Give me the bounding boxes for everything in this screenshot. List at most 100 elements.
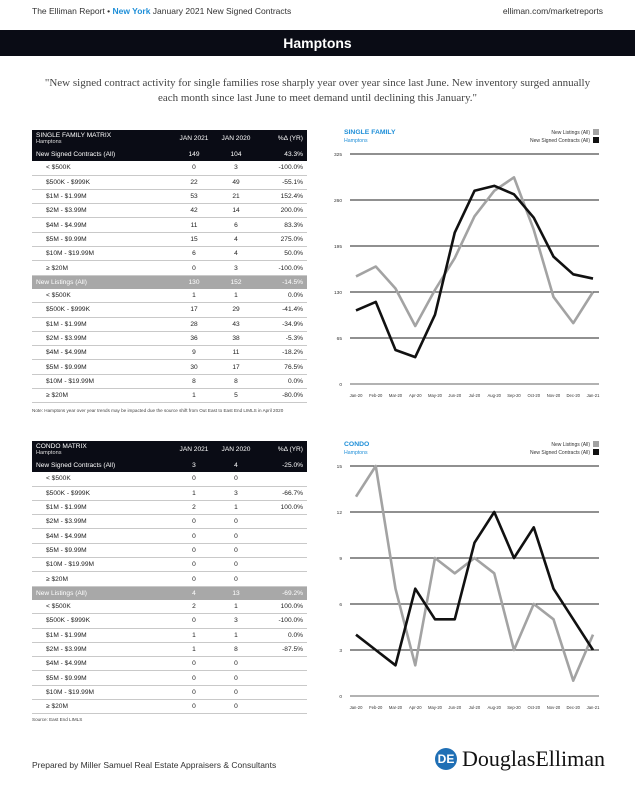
row-label: ≥ $20M xyxy=(32,260,173,276)
signed-contracts-line xyxy=(355,184,594,359)
x-tick-label: Jan-21 xyxy=(587,705,600,710)
pct-change-value xyxy=(257,656,307,672)
table-row: $2M - $3.99M 36 38 -5.3% xyxy=(32,331,307,347)
table-row: ≥ $20M 0 0 xyxy=(32,571,307,587)
row-label: New Listings (All) xyxy=(32,586,173,600)
pct-change-value: -69.2% xyxy=(257,586,307,600)
row-label: ≥ $20M xyxy=(32,571,173,587)
y-tick-label: 325 xyxy=(334,152,342,158)
jan-2021-value: 0 xyxy=(173,571,215,587)
jan-2020-value: 0 xyxy=(215,472,257,487)
y-tick-label: 3 xyxy=(339,648,342,654)
table-row: $5M - $9.99M 15 4 275.0% xyxy=(32,232,307,248)
jan-2021-value: 1 xyxy=(173,486,215,501)
pct-change-value: -100.0% xyxy=(257,161,307,176)
row-label: $4M - $4.99M xyxy=(32,345,173,361)
col-jan-2021: JAN 2021 xyxy=(173,441,215,459)
jan-2021-value: 0 xyxy=(173,514,215,530)
jan-2021-value: 0 xyxy=(173,613,215,629)
pct-change-value: -41.4% xyxy=(257,302,307,318)
col-pct-change: %Δ (YR) xyxy=(257,130,307,148)
x-tick-label: May-20 xyxy=(428,705,443,710)
x-tick-label: Jan-21 xyxy=(587,393,600,398)
pct-change-value: 43.3% xyxy=(257,148,307,162)
row-label: < $500K xyxy=(32,161,173,176)
jan-2021-value: 4 xyxy=(173,586,215,600)
jan-2020-value: 4 xyxy=(215,246,257,262)
jan-2021-value: 0 xyxy=(173,472,215,487)
table-row: < $500K 1 1 0.0% xyxy=(32,288,307,304)
new-listings-total-row: New Listings (All) 4 13 -69.2% xyxy=(32,586,307,600)
pct-change-value: -87.5% xyxy=(257,642,307,658)
pct-change-value: 0.0% xyxy=(257,628,307,643)
pct-change-value: 0.0% xyxy=(257,374,307,390)
pct-change-value: 0.0% xyxy=(257,288,307,304)
x-tick-label: Mar-20 xyxy=(389,393,403,398)
row-label: ≥ $20M xyxy=(32,388,173,404)
row-label: $2M - $3.99M xyxy=(32,203,173,219)
row-label: $4M - $4.99M xyxy=(32,217,173,233)
top-bar: The Elliman Report • New York January 20… xyxy=(32,6,603,20)
row-label: $500K - $999K xyxy=(32,175,173,190)
matrix-header: CONDO MATRIX Hamptons JAN 2021 JAN 2020 %… xyxy=(32,441,307,459)
jan-2020-value: 104 xyxy=(215,148,257,162)
y-tick-label: 260 xyxy=(334,198,342,204)
jan-2021-value: 9 xyxy=(173,345,215,361)
jan-2021-value: 30 xyxy=(173,359,215,375)
jan-2020-value: 0 xyxy=(215,685,257,701)
table-row: $2M - $3.99M 0 0 xyxy=(32,514,307,530)
summary-quote: "New signed contract activity for single… xyxy=(44,77,591,104)
jan-2020-value: 17 xyxy=(215,359,257,375)
jan-2020-value: 0 xyxy=(215,670,257,686)
table-row: $4M - $4.99M 0 0 xyxy=(32,528,307,544)
matrix-subtitle: Hamptons xyxy=(36,139,62,145)
jan-2021-value: 1 xyxy=(173,642,215,658)
jan-2020-value: 38 xyxy=(215,331,257,347)
table-row: $10M - $19.99M 6 4 50.0% xyxy=(32,246,307,262)
pct-change-value: 83.3% xyxy=(257,217,307,233)
pct-change-value: -34.9% xyxy=(257,317,307,332)
table-row: $500K - $999K 22 49 -55.1% xyxy=(32,175,307,190)
website-link[interactable]: elliman.com/marketreports xyxy=(502,6,603,16)
x-tick-label: Apr-20 xyxy=(409,393,422,398)
jan-2021-value: 0 xyxy=(173,161,215,176)
condo-chart-svg: CONDO Hamptons New Listings (All) New Signe… xyxy=(337,441,600,710)
jan-2021-value: 1 xyxy=(173,628,215,643)
table-row: $500K - $999K 0 3 -100.0% xyxy=(32,613,307,629)
table-row: $5M - $9.99M 30 17 76.5% xyxy=(32,359,307,375)
row-label: New Signed Contracts (All) xyxy=(32,148,173,162)
x-tick-label: Nov-20 xyxy=(547,705,561,710)
col-pct-change: %Δ (YR) xyxy=(257,441,307,459)
x-tick-label: Jun-20 xyxy=(448,393,461,398)
row-label: $5M - $9.99M xyxy=(32,670,173,686)
signed-contracts-total-row: New Signed Contracts (All) 3 4 -25.0% xyxy=(32,459,307,473)
row-label: $2M - $3.99M xyxy=(32,642,173,658)
pct-change-value xyxy=(257,670,307,686)
jan-2020-value: 14 xyxy=(215,203,257,219)
row-label: $5M - $9.99M xyxy=(32,232,173,248)
matrix-header: SINGLE FAMILY MATRIX Hamptons JAN 2021 JA… xyxy=(32,130,307,148)
row-label: $1M - $1.99M xyxy=(32,317,173,332)
table-row: ≥ $20M 0 3 -100.0% xyxy=(32,260,307,276)
table-row: $2M - $3.99M 1 8 -87.5% xyxy=(32,642,307,658)
jan-2020-value: 6 xyxy=(215,217,257,233)
x-tick-label: Aug-20 xyxy=(487,705,501,710)
jan-2021-value: 22 xyxy=(173,175,215,190)
table-row: < $500K 0 3 -100.0% xyxy=(32,161,307,176)
jan-2020-value: 8 xyxy=(215,374,257,390)
row-label: $5M - $9.99M xyxy=(32,543,173,559)
y-tick-label: 12 xyxy=(337,510,343,516)
pct-change-value: -80.0% xyxy=(257,388,307,404)
x-tick-label: Dec-20 xyxy=(567,705,581,710)
x-tick-label: Oct-20 xyxy=(527,393,540,398)
jan-2021-value: 3 xyxy=(173,459,215,473)
row-label: < $500K xyxy=(32,599,173,615)
x-tick-label: May-20 xyxy=(428,393,443,398)
pct-change-value xyxy=(257,699,307,715)
jan-2020-value: 5 xyxy=(215,388,257,404)
row-label: $1M - $1.99M xyxy=(32,628,173,643)
jan-2020-value: 3 xyxy=(215,486,257,501)
jan-2021-value: 8 xyxy=(173,374,215,390)
row-label: $2M - $3.99M xyxy=(32,514,173,530)
matrix-subtitle: Hamptons xyxy=(36,450,62,456)
